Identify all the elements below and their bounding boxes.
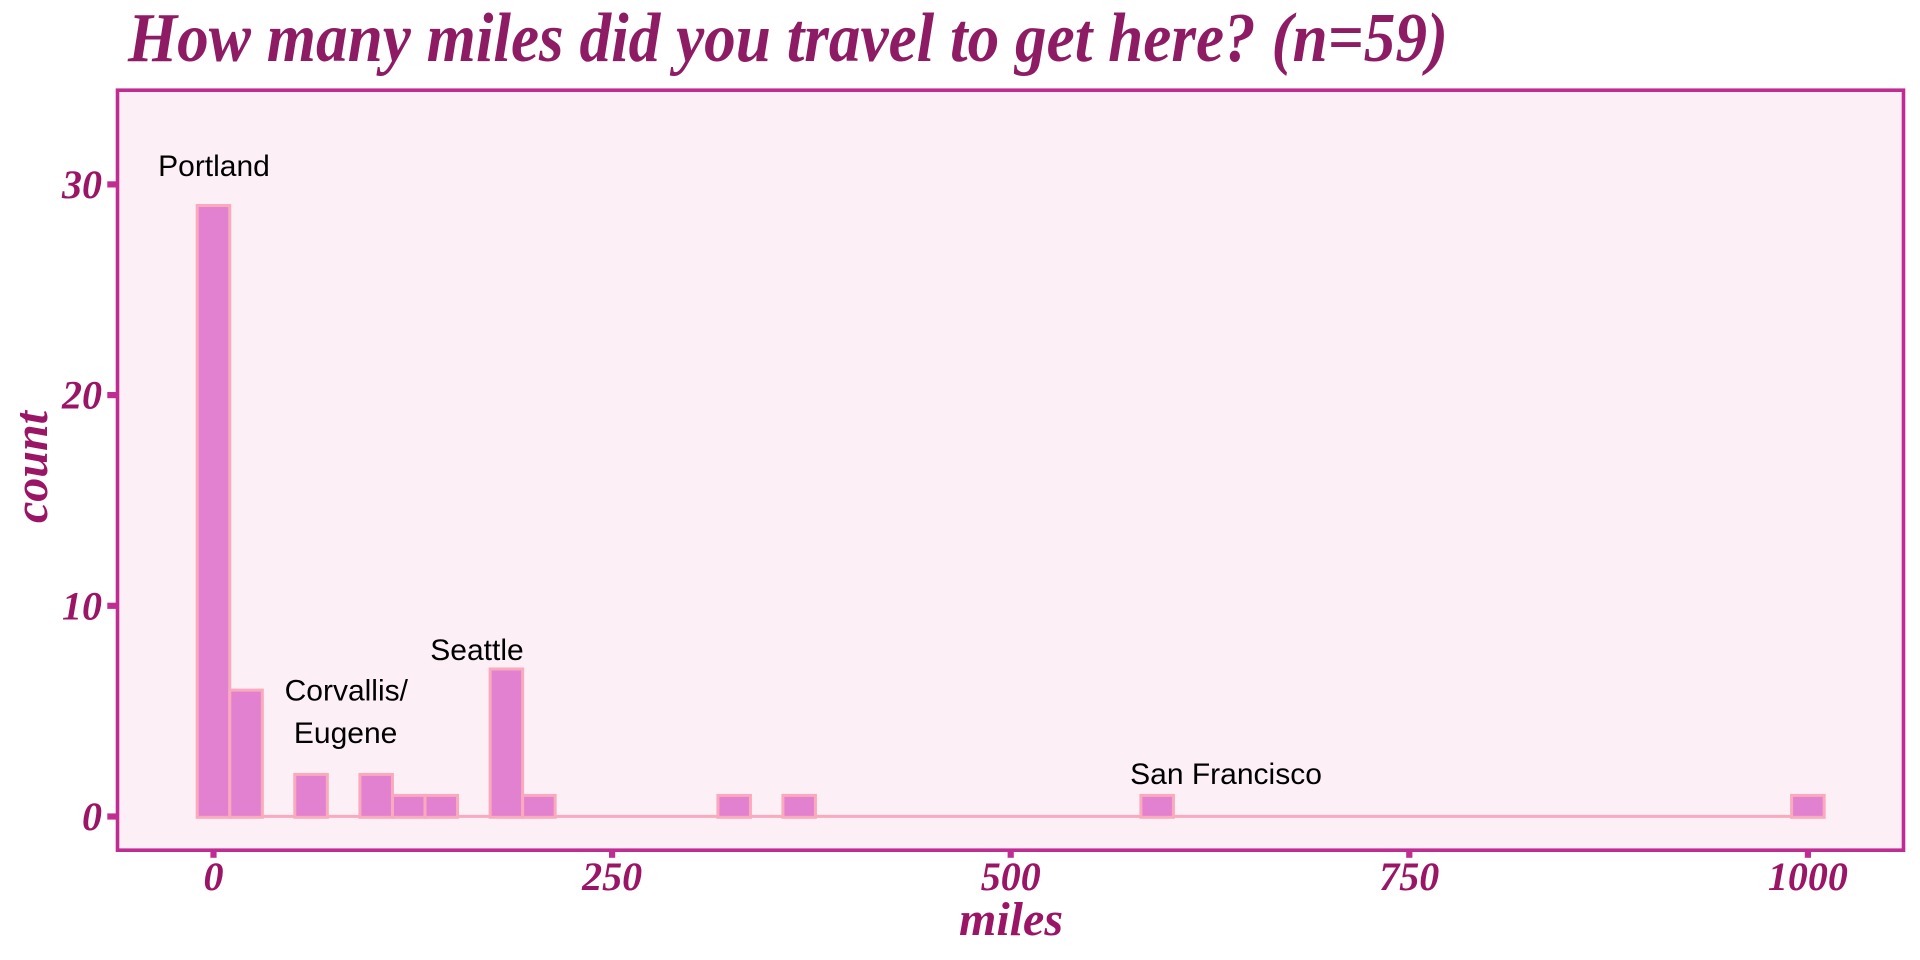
svg-text:Portland: Portland — [158, 150, 270, 183]
svg-text:count: count — [5, 409, 58, 523]
svg-text:0: 0 — [204, 854, 224, 899]
svg-text:750: 750 — [1379, 854, 1439, 899]
svg-text:San Francisco: San Francisco — [1130, 758, 1322, 791]
svg-text:1000: 1000 — [1768, 854, 1848, 899]
svg-text:Corvallis/: Corvallis/ — [285, 675, 409, 708]
svg-text:Seattle: Seattle — [430, 634, 523, 667]
svg-text:20: 20 — [61, 373, 102, 418]
svg-text:How many miles did you travel: How many miles did you travel to get her… — [127, 0, 1448, 77]
svg-text:250: 250 — [581, 854, 642, 899]
svg-text:30: 30 — [61, 162, 102, 207]
svg-text:500: 500 — [981, 854, 1041, 899]
svg-text:10: 10 — [62, 583, 102, 628]
svg-text:Eugene: Eugene — [294, 717, 397, 750]
svg-text:0: 0 — [82, 794, 102, 839]
svg-text:miles: miles — [959, 893, 1063, 946]
